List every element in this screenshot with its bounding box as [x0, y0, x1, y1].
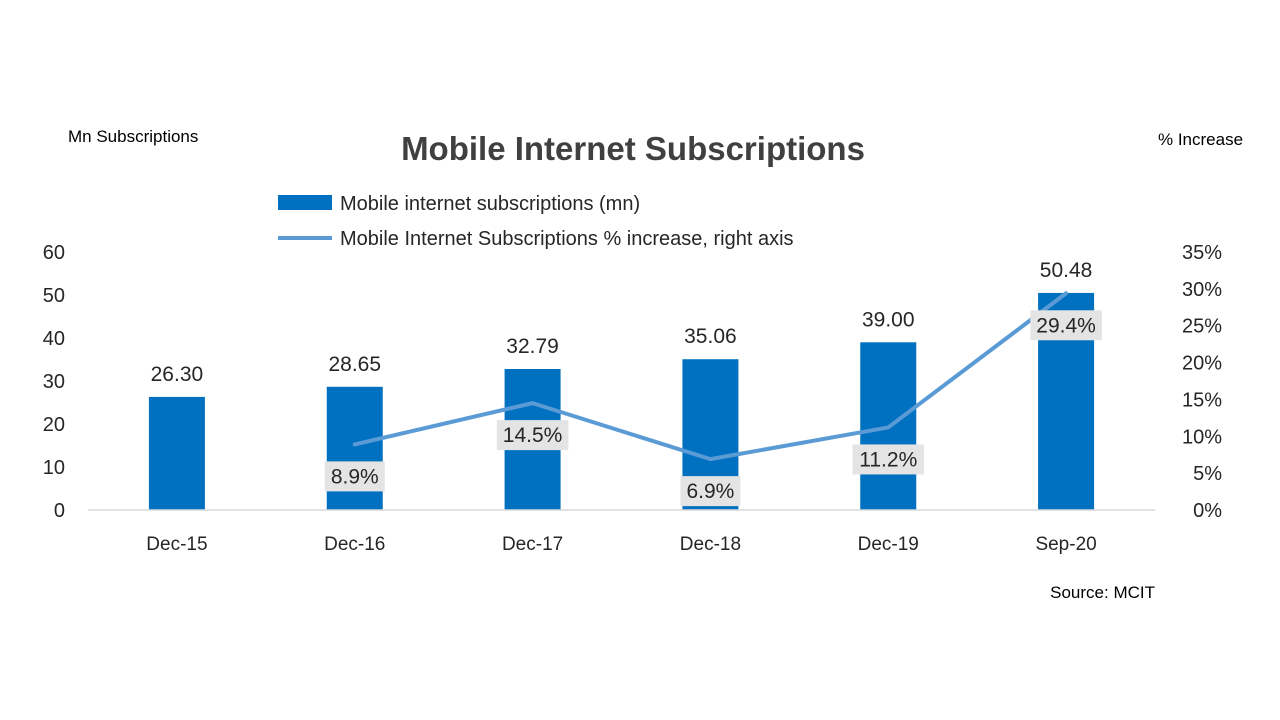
- line-data-labels: 8.9% 14.5% 6.9% 11.2% 29.4%: [324, 310, 1102, 507]
- bar-value-label: 39.00: [862, 308, 915, 331]
- left-axis-tick-label: 60: [43, 242, 65, 264]
- bar-value-label: 32.79: [506, 335, 559, 358]
- right-axis-tick-label: 0%: [1193, 500, 1222, 522]
- right-axis-tick-label: 20%: [1182, 353, 1222, 375]
- line-value-label: 6.9%: [686, 480, 734, 503]
- bar: [148, 396, 205, 510]
- left-axis-title: Mn Subscriptions: [68, 127, 198, 146]
- left-axis-tick-label: 50: [43, 285, 65, 307]
- line-label-box: [680, 476, 741, 507]
- left-axis-tick-label: 0: [54, 500, 65, 522]
- legend-swatch-bar: [278, 195, 332, 210]
- x-axis-tick-label: Dec-16: [324, 534, 385, 555]
- right-axis: 0% 5% 10% 15% 20% 25% 30% 35%: [1182, 242, 1222, 522]
- line-value-label: 11.2%: [859, 448, 917, 471]
- bar-data-labels: 26.30 28.65 32.79 35.06 39.00 50.48: [151, 259, 1093, 386]
- legend: Mobile internet subscriptions (mn) Mobil…: [278, 193, 794, 250]
- right-axis-tick-label: 30%: [1182, 279, 1222, 301]
- line-label-box: [324, 461, 385, 492]
- right-axis-tick-label: 5%: [1193, 463, 1222, 485]
- line-value-label: 14.5%: [503, 424, 563, 447]
- left-axis-tick-label: 30: [43, 371, 65, 393]
- left-axis-tick-label: 20: [43, 414, 65, 436]
- line-label-box: [496, 420, 569, 451]
- source-note: Source: MCIT: [1050, 583, 1155, 602]
- x-axis-tick-label: Dec-15: [146, 534, 207, 555]
- legend-label-line: Mobile Internet Subscriptions % increase…: [340, 228, 794, 250]
- right-axis-tick-label: 15%: [1182, 389, 1222, 411]
- x-axis-tick-label: Dec-18: [680, 534, 741, 555]
- right-axis-tick-label: 35%: [1182, 242, 1222, 264]
- chart-title: Mobile Internet Subscriptions: [401, 130, 865, 167]
- bar-value-label: 50.48: [1040, 259, 1093, 282]
- legend-label-bar: Mobile internet subscriptions (mn): [340, 193, 640, 215]
- line-label-box: [852, 444, 924, 475]
- bar-value-label: 26.30: [151, 363, 204, 386]
- line-series: [352, 291, 1069, 462]
- x-axis-tick-label: Dec-19: [858, 534, 919, 555]
- x-axis-tick-label: Dec-17: [502, 534, 563, 555]
- x-axis: Dec-15 Dec-16 Dec-17 Dec-18 Dec-19 Sep-20: [146, 534, 1096, 555]
- left-axis-tick-label: 40: [43, 328, 65, 350]
- right-axis-tick-label: 25%: [1182, 316, 1222, 338]
- left-axis-tick-label: 10: [43, 457, 65, 479]
- line-value-label: 8.9%: [331, 465, 379, 488]
- bar-value-label: 35.06: [684, 325, 737, 348]
- bar: [326, 386, 383, 510]
- left-axis: 0 10 20 30 40 50 60: [43, 242, 65, 522]
- line-value-label: 29.4%: [1036, 314, 1096, 337]
- x-axis-tick-label: Sep-20: [1035, 534, 1096, 555]
- percent-increase-line: [352, 291, 1069, 462]
- bar-value-label: 28.65: [328, 353, 381, 376]
- line-label-box: [1030, 310, 1102, 341]
- right-axis-tick-label: 10%: [1182, 426, 1222, 448]
- right-axis-title: % Increase: [1158, 130, 1243, 149]
